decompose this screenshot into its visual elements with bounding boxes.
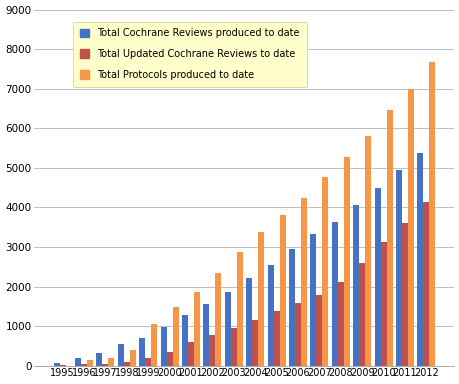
Bar xyxy=(118,344,123,366)
Bar xyxy=(288,249,294,366)
Bar xyxy=(358,263,364,366)
Bar xyxy=(428,62,434,366)
Bar xyxy=(279,215,285,366)
Bar xyxy=(422,202,428,366)
Bar xyxy=(257,232,263,366)
Bar xyxy=(331,222,337,366)
Bar xyxy=(209,335,215,366)
Bar xyxy=(294,303,300,366)
Bar xyxy=(353,205,358,366)
Bar xyxy=(310,233,316,366)
Bar xyxy=(96,353,102,366)
Bar xyxy=(300,197,306,366)
Bar xyxy=(53,363,59,366)
Bar xyxy=(166,352,172,366)
Bar xyxy=(364,136,370,366)
Bar xyxy=(252,320,257,366)
Bar xyxy=(386,111,392,366)
Bar xyxy=(139,338,145,366)
Bar xyxy=(145,358,151,366)
Bar xyxy=(108,358,114,366)
Bar xyxy=(230,328,236,366)
Bar xyxy=(236,252,242,366)
Bar xyxy=(75,358,81,366)
Bar xyxy=(224,292,230,366)
Bar xyxy=(172,307,178,366)
Bar xyxy=(322,177,328,366)
Bar xyxy=(160,327,166,366)
Bar xyxy=(380,242,386,366)
Bar xyxy=(182,314,188,366)
Bar xyxy=(273,311,279,366)
Bar xyxy=(87,360,93,366)
Bar xyxy=(81,364,87,366)
Bar xyxy=(188,341,194,366)
Bar xyxy=(395,170,401,366)
Bar xyxy=(337,282,343,366)
Bar xyxy=(374,188,380,366)
Bar xyxy=(407,89,413,366)
Bar xyxy=(123,362,129,366)
Legend: Total Cochrane Reviews produced to date, Total Updated Cochrane Reviews to date,: Total Cochrane Reviews produced to date,… xyxy=(73,22,306,86)
Bar xyxy=(215,273,221,366)
Bar xyxy=(194,292,200,366)
Bar xyxy=(102,364,108,366)
Bar xyxy=(416,153,422,366)
Bar xyxy=(343,157,349,366)
Bar xyxy=(246,278,252,366)
Bar xyxy=(129,350,135,366)
Bar xyxy=(151,324,157,366)
Bar xyxy=(267,265,273,366)
Bar xyxy=(59,365,65,366)
Bar xyxy=(316,295,322,366)
Bar xyxy=(203,303,209,366)
Bar xyxy=(401,223,407,366)
